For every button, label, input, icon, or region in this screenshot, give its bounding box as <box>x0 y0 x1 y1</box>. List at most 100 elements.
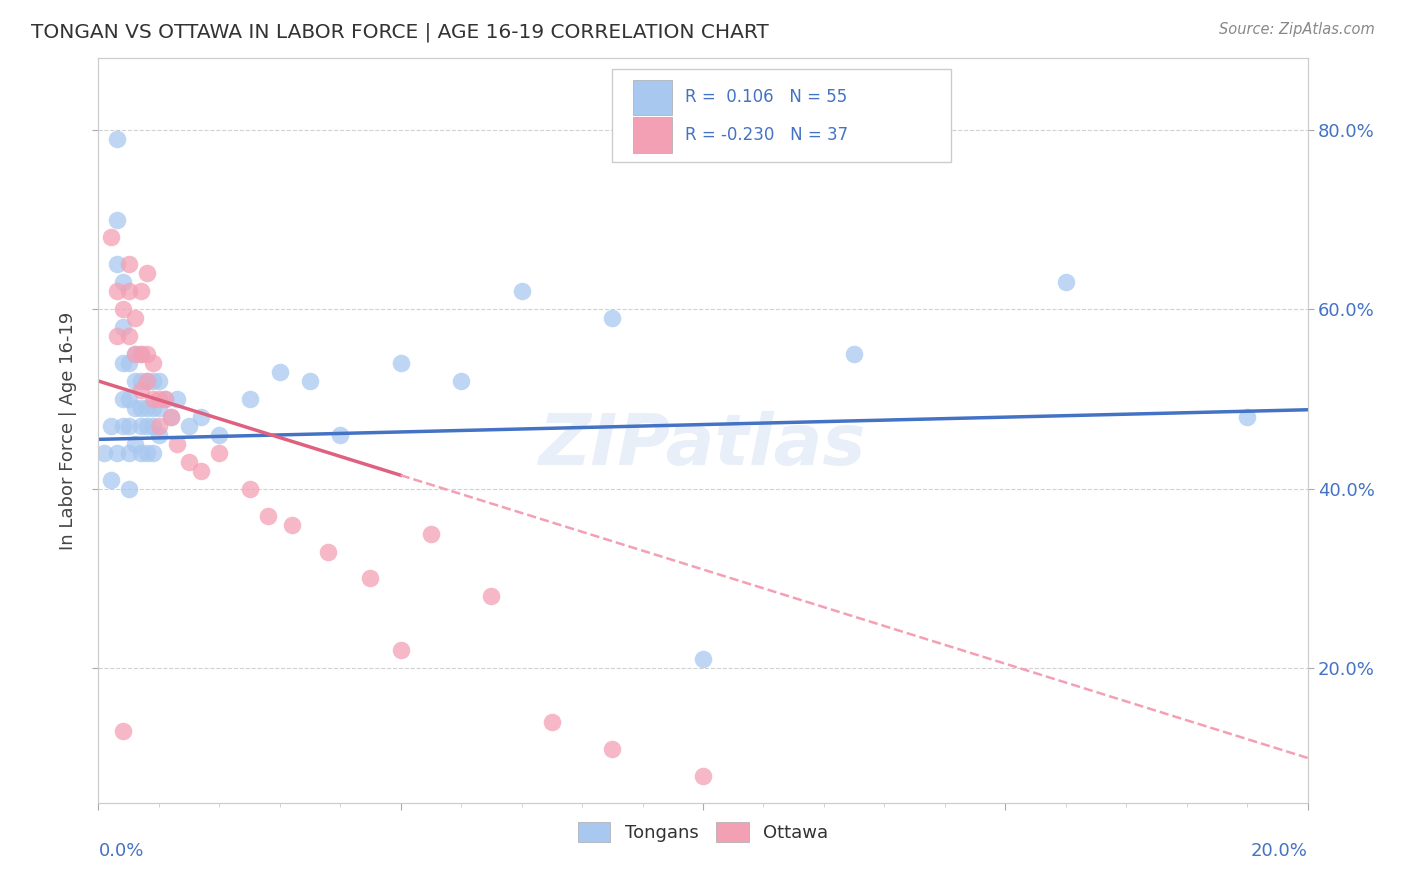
Point <box>190 464 212 478</box>
Point <box>316 544 339 558</box>
Point <box>481 590 503 604</box>
Point <box>100 418 122 433</box>
Point <box>129 418 152 433</box>
Point <box>160 409 183 424</box>
Point <box>190 409 212 424</box>
Point <box>299 374 322 388</box>
Point <box>208 446 231 460</box>
Point <box>105 212 128 227</box>
Point <box>124 401 146 415</box>
Point <box>111 418 134 433</box>
Point <box>135 374 157 388</box>
Point <box>118 482 141 496</box>
Point <box>118 329 141 343</box>
Point <box>111 276 134 290</box>
Point <box>118 257 141 271</box>
Point <box>148 428 170 442</box>
Point <box>510 285 533 299</box>
Point <box>142 401 165 415</box>
Text: ZIPatlas: ZIPatlas <box>540 411 866 480</box>
Point <box>124 437 146 451</box>
Point <box>105 132 128 146</box>
Point <box>129 285 152 299</box>
Point <box>111 724 134 739</box>
Point <box>142 392 165 406</box>
Point <box>166 437 188 451</box>
Point <box>124 347 146 361</box>
FancyBboxPatch shape <box>613 70 950 162</box>
Point <box>111 302 134 317</box>
Text: 0.0%: 0.0% <box>98 842 143 860</box>
Point <box>844 347 866 361</box>
Point <box>269 365 291 379</box>
Point <box>100 230 122 244</box>
Point <box>129 401 152 415</box>
Point <box>105 446 128 460</box>
Point <box>389 356 412 370</box>
Point <box>100 473 122 487</box>
Point <box>1236 409 1258 424</box>
Point <box>692 652 714 666</box>
Point <box>118 446 141 460</box>
Point <box>124 311 146 326</box>
Bar <box>633 117 672 153</box>
Point <box>142 418 165 433</box>
Y-axis label: In Labor Force | Age 16-19: In Labor Force | Age 16-19 <box>59 311 77 549</box>
Point <box>420 526 443 541</box>
Point <box>135 446 157 460</box>
Point <box>124 374 146 388</box>
Point <box>118 356 141 370</box>
Point <box>129 347 152 361</box>
Point <box>105 285 128 299</box>
Text: Source: ZipAtlas.com: Source: ZipAtlas.com <box>1219 22 1375 37</box>
Point <box>602 742 624 756</box>
Point <box>111 320 134 334</box>
Legend: Tongans, Ottawa: Tongans, Ottawa <box>571 814 835 850</box>
Point <box>135 374 157 388</box>
Point <box>105 329 128 343</box>
Point <box>148 401 170 415</box>
Text: R =  0.106   N = 55: R = 0.106 N = 55 <box>685 88 846 106</box>
Point <box>148 418 170 433</box>
Point <box>329 428 352 442</box>
Point <box>148 392 170 406</box>
Point <box>135 266 157 280</box>
Point <box>179 418 201 433</box>
Point <box>166 392 188 406</box>
Text: TONGAN VS OTTAWA IN LABOR FORCE | AGE 16-19 CORRELATION CHART: TONGAN VS OTTAWA IN LABOR FORCE | AGE 16… <box>31 22 769 42</box>
Point <box>111 392 134 406</box>
Point <box>153 392 176 406</box>
Point <box>129 347 152 361</box>
Point <box>389 643 412 657</box>
Point <box>602 311 624 326</box>
Point <box>450 374 472 388</box>
Text: 20.0%: 20.0% <box>1251 842 1308 860</box>
Point <box>179 455 201 469</box>
Point <box>160 409 183 424</box>
Point <box>208 428 231 442</box>
Point <box>256 508 278 523</box>
Point <box>129 446 152 460</box>
Point <box>118 392 141 406</box>
Point <box>124 347 146 361</box>
Bar <box>633 79 672 115</box>
Point <box>692 769 714 783</box>
Point <box>153 392 176 406</box>
Point <box>129 374 152 388</box>
Point <box>135 418 157 433</box>
Point <box>142 356 165 370</box>
Point <box>111 356 134 370</box>
Point <box>1054 276 1077 290</box>
Text: R = -0.230   N = 37: R = -0.230 N = 37 <box>685 126 848 144</box>
Point <box>142 446 165 460</box>
Point <box>281 517 304 532</box>
Point <box>148 374 170 388</box>
Point <box>142 374 165 388</box>
Point <box>135 401 157 415</box>
Point <box>239 392 262 406</box>
Point <box>135 347 157 361</box>
Point <box>118 285 141 299</box>
Point <box>93 446 115 460</box>
Point <box>105 257 128 271</box>
Point <box>129 383 152 397</box>
